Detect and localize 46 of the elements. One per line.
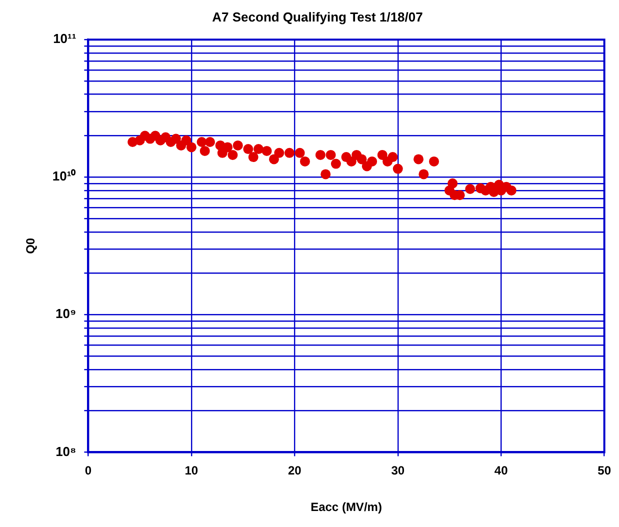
- point: [186, 142, 196, 152]
- point: [222, 142, 233, 152]
- point: [284, 148, 294, 158]
- point: [205, 137, 215, 148]
- point: [429, 156, 439, 166]
- point: [326, 150, 336, 160]
- point: [232, 140, 243, 150]
- point: [170, 134, 181, 144]
- point: [330, 158, 341, 169]
- y-tick-label: 10¹⁰: [52, 168, 76, 184]
- point: [465, 184, 476, 194]
- y-axis-title: Q0: [24, 238, 38, 254]
- point: [254, 144, 264, 154]
- x-tick-label: 20: [288, 464, 302, 478]
- point: [320, 169, 331, 180]
- point: [367, 156, 378, 166]
- point: [248, 152, 258, 162]
- y-tick-label: 10⁹: [56, 306, 76, 322]
- point: [269, 154, 279, 164]
- x-tick-label: 10: [184, 464, 198, 478]
- x-tick-label: 50: [598, 464, 612, 478]
- point: [274, 148, 284, 158]
- point: [228, 150, 238, 160]
- point: [181, 135, 192, 146]
- point: [392, 164, 403, 174]
- point: [262, 146, 272, 156]
- y-tick-label: 10⁸: [56, 444, 76, 459]
- point: [448, 178, 458, 188]
- point: [418, 169, 429, 180]
- point: [506, 185, 516, 196]
- point: [414, 154, 424, 164]
- point: [356, 154, 367, 164]
- point: [388, 152, 398, 162]
- chart-title: A7 Second Qualifying Test 1/18/07: [212, 9, 423, 24]
- x-tick-label: 30: [391, 464, 405, 478]
- point: [200, 146, 210, 156]
- y-tick-label: 10¹¹: [53, 31, 76, 46]
- point: [300, 156, 310, 166]
- point: [346, 156, 356, 166]
- x-tick-label: 40: [494, 464, 508, 478]
- x-axis-title: Eacc (MV/m): [310, 500, 382, 514]
- point: [377, 150, 388, 160]
- point: [243, 144, 254, 154]
- point: [315, 150, 326, 160]
- x-tick-label: 0: [84, 464, 92, 478]
- point: [294, 148, 305, 158]
